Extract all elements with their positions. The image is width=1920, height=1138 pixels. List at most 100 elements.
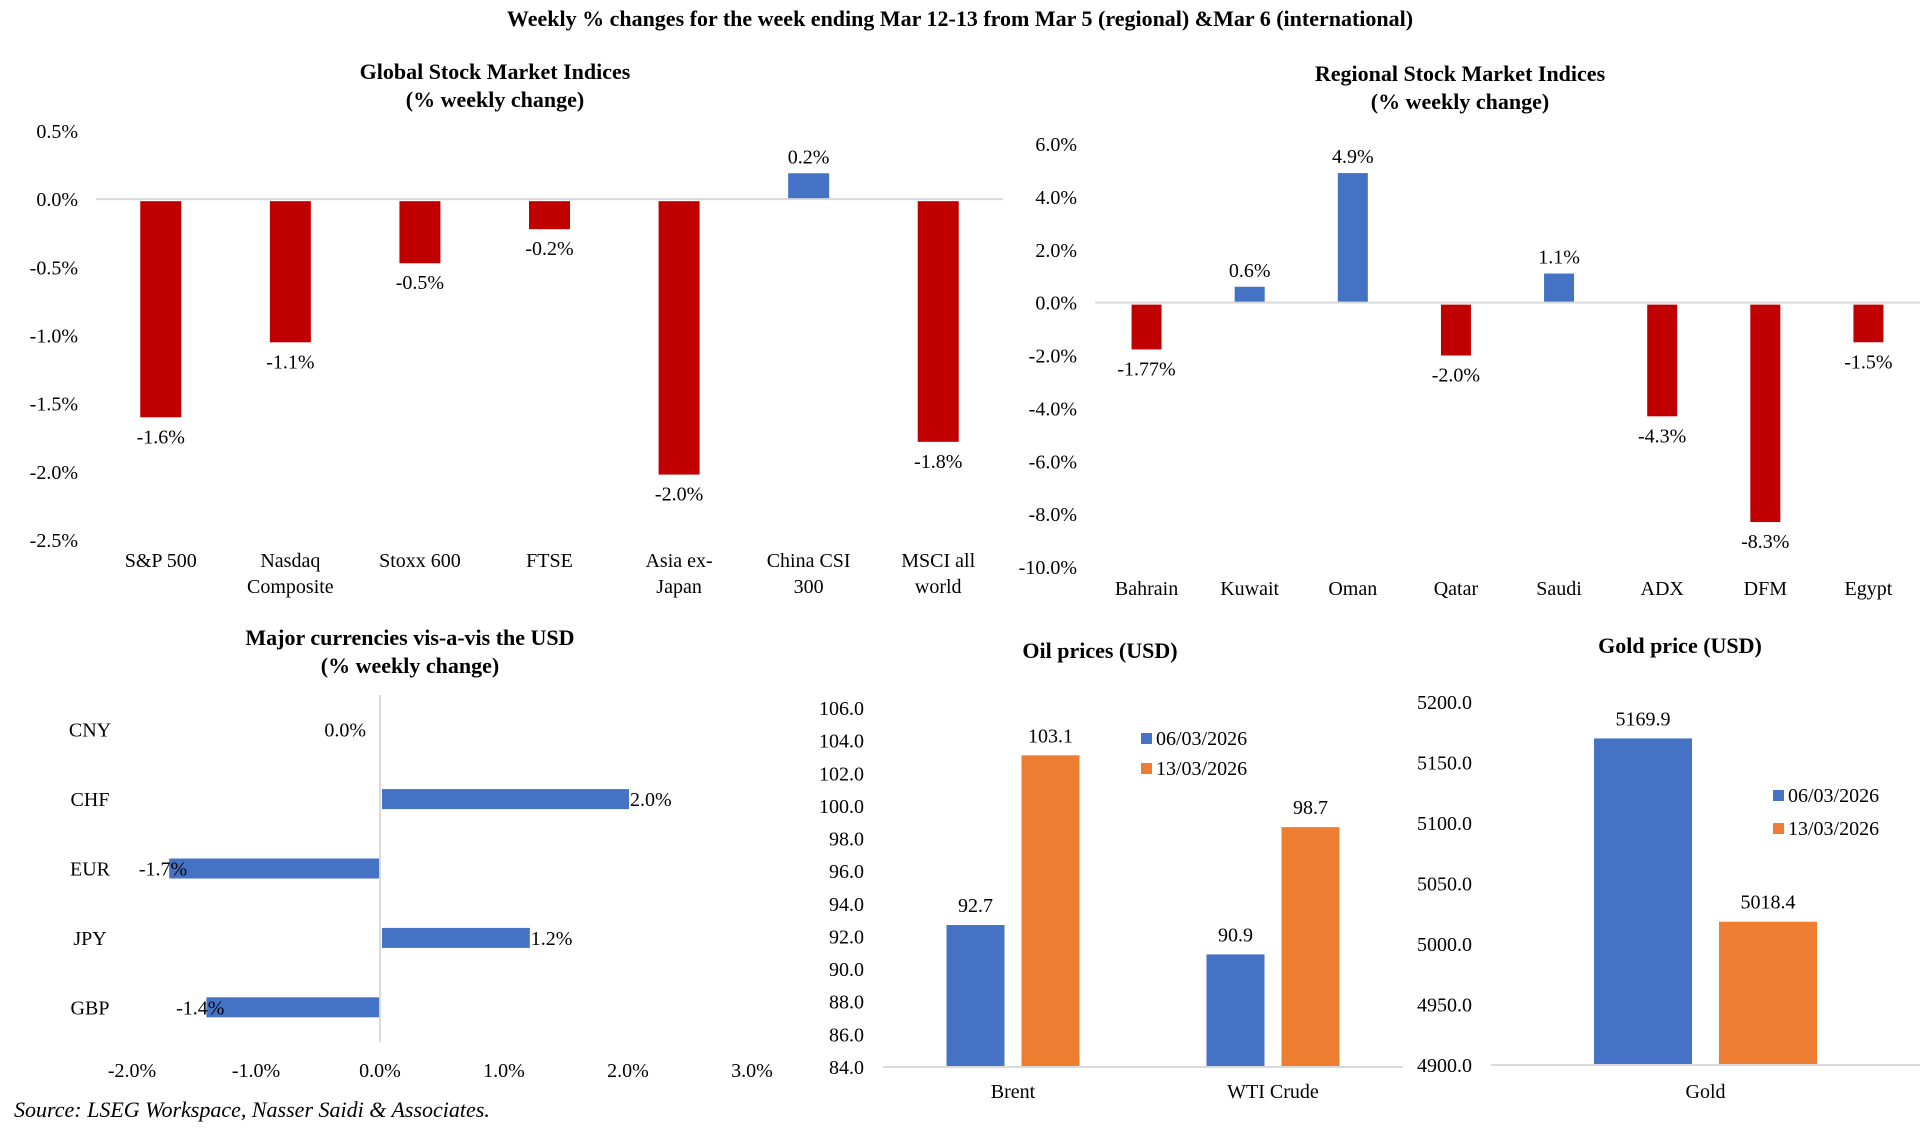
- oil-ytick-label: 98.0: [829, 829, 864, 851]
- currencies-xtick-label: 1.0%: [483, 1060, 525, 1082]
- gold-data-label: 5018.4: [1741, 892, 1796, 914]
- regional-category-label: ADX: [1641, 578, 1685, 600]
- currencies-xtick-label: -2.0%: [108, 1060, 156, 1082]
- global-ytick-label: -2.5%: [30, 530, 78, 552]
- currencies-category-label: CNY: [69, 720, 111, 742]
- regional-bar: [1853, 304, 1884, 343]
- regional-data-label: -1.5%: [1844, 351, 1892, 373]
- oil-data-label: 92.7: [958, 895, 993, 917]
- regional-bar: [1647, 304, 1678, 417]
- global-data-label: 0.2%: [788, 146, 830, 168]
- gold-ytick-label: 4900.0: [1417, 1055, 1472, 1077]
- regional-bar: [1337, 173, 1368, 302]
- regional-ytick-label: -6.0%: [1029, 451, 1077, 473]
- global-data-label: -0.2%: [525, 238, 573, 260]
- currencies-xtick-label: 2.0%: [607, 1060, 649, 1082]
- main-title: Weekly % changes for the week ending Mar…: [506, 6, 1414, 31]
- currencies-chart-title: Major currencies vis-a-vis the USD (% we…: [100, 624, 720, 680]
- regional-data-label: 1.1%: [1538, 247, 1580, 269]
- regional-data-label: 0.6%: [1229, 260, 1271, 282]
- global-bar: [658, 201, 700, 475]
- oil-bar: [946, 925, 1005, 1066]
- oil-ytick-label: 84.0: [829, 1057, 864, 1079]
- regional-data-label: -8.3%: [1741, 531, 1789, 553]
- oil-category-label: Brent: [991, 1081, 1036, 1103]
- regional-ytick-label: -10.0%: [1019, 557, 1077, 579]
- global-category-label: world: [915, 576, 962, 598]
- gold-ytick-label: 5000.0: [1417, 934, 1472, 956]
- global-chart-title-line1: Global Stock Market Indices: [359, 59, 631, 84]
- oil-ytick-label: 96.0: [829, 861, 864, 883]
- regional-bar: [1750, 304, 1781, 523]
- gold-data-label: 5169.9: [1616, 708, 1671, 730]
- oil-ytick-label: 94.0: [829, 894, 864, 916]
- global-bar: [399, 201, 441, 264]
- gold-bar: [1594, 738, 1692, 1064]
- global-bar: [917, 201, 959, 442]
- oil-data-label: 103.1: [1028, 725, 1073, 747]
- regional-chart-subtitle: (% weekly change): [1370, 89, 1550, 114]
- currencies-chart-subtitle: (% weekly change): [320, 653, 500, 678]
- currencies-bar: [382, 789, 629, 810]
- gold-ytick-label: 5050.0: [1417, 874, 1472, 896]
- global-data-label: -1.1%: [266, 351, 314, 373]
- global-bar: [529, 201, 570, 230]
- oil-data-label: 90.9: [1218, 924, 1253, 946]
- gold-ytick-label: 5200.0: [1417, 692, 1472, 714]
- global-bar: [140, 201, 182, 418]
- global-data-label: -1.8%: [914, 451, 962, 473]
- gold-ytick-label: 4950.0: [1417, 995, 1472, 1017]
- currencies-category-label: JPY: [73, 928, 106, 950]
- regional-bar: [1131, 304, 1162, 350]
- regional-category-label: Qatar: [1434, 578, 1479, 600]
- oil-ytick-label: 92.0: [829, 926, 864, 948]
- oil-chart-title: Oil prices (USD): [900, 637, 1300, 665]
- currencies-data-label: -1.7%: [139, 859, 187, 881]
- global-category-label: S&P 500: [125, 550, 197, 572]
- regional-ytick-label: -8.0%: [1029, 504, 1077, 526]
- regional-category-label: DFM: [1744, 578, 1788, 600]
- currencies-category-label: CHF: [71, 789, 110, 811]
- gold-ytick-label: 5100.0: [1417, 813, 1472, 835]
- oil-bar: [1281, 827, 1340, 1066]
- global-data-label: -0.5%: [396, 272, 444, 294]
- regional-bar: [1544, 273, 1575, 302]
- currencies-bar: [169, 858, 379, 879]
- oil-bar: [1021, 755, 1080, 1066]
- oil-ytick-label: 100.0: [819, 796, 864, 818]
- oil-bar: [1206, 954, 1265, 1066]
- gold-chart-title-line1: Gold price (USD): [1598, 633, 1762, 658]
- gold-category-label: Gold: [1686, 1081, 1726, 1103]
- regional-category-label: Kuwait: [1220, 578, 1279, 600]
- currencies-data-label: -1.4%: [176, 997, 224, 1019]
- regional-ytick-label: -4.0%: [1029, 398, 1077, 420]
- oil-legend-label: 06/03/2026: [1156, 728, 1247, 750]
- global-ytick-label: -1.0%: [30, 326, 78, 348]
- global-category-label: MSCI all: [901, 550, 975, 572]
- global-bar: [269, 201, 311, 343]
- gold-legend-swatch: [1773, 823, 1784, 834]
- global-ytick-label: -1.5%: [30, 394, 78, 416]
- oil-legend-label: 13/03/2026: [1156, 758, 1247, 780]
- global-ytick-label: -0.5%: [30, 257, 78, 279]
- oil-data-label: 98.7: [1293, 797, 1328, 819]
- regional-ytick-label: 0.0%: [1035, 293, 1077, 315]
- currencies-category-label: EUR: [70, 859, 111, 881]
- currencies-data-label: 1.2%: [531, 928, 573, 950]
- currencies-xtick-label: 0.0%: [359, 1060, 401, 1082]
- regional-data-label: -1.77%: [1117, 358, 1175, 380]
- gold-ytick-label: 5150.0: [1417, 753, 1472, 775]
- regional-ytick-label: -2.0%: [1029, 346, 1077, 368]
- regional-category-label: Oman: [1328, 578, 1377, 600]
- global-category-label: Nasdaq: [260, 550, 320, 572]
- gold-legend-label: 13/03/2026: [1788, 818, 1879, 840]
- global-ytick-label: 0.0%: [36, 189, 78, 211]
- oil-legend-swatch: [1141, 763, 1152, 774]
- gold-legend-swatch: [1773, 790, 1784, 801]
- regional-data-label: -4.3%: [1638, 425, 1686, 447]
- gold-chart-title: Gold price (USD): [1480, 632, 1880, 660]
- currencies-xtick-label: -1.0%: [232, 1060, 280, 1082]
- regional-category-label: Egypt: [1845, 578, 1893, 600]
- source-note: Source: LSEG Workspace, Nasser Saidi & A…: [14, 1097, 490, 1122]
